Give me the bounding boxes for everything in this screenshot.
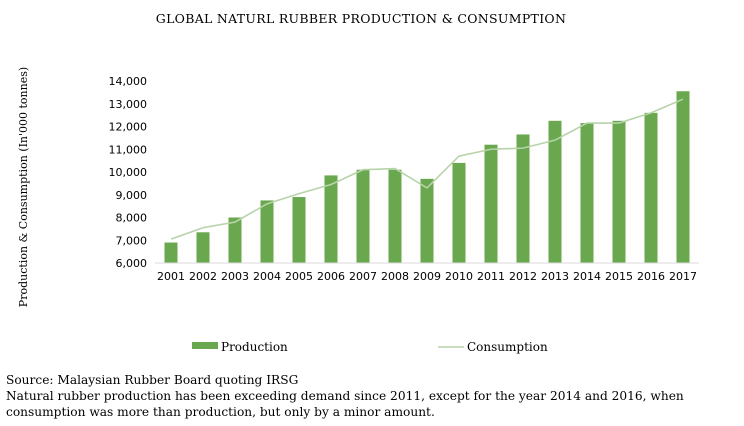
production-bar [548, 120, 562, 263]
x-tick-label: 2002 [189, 270, 217, 283]
x-tick-label: 2004 [253, 270, 281, 283]
y-tick-label: 11,000 [109, 143, 148, 156]
x-tick-label: 2010 [445, 270, 473, 283]
production-bars [164, 91, 690, 264]
production-bar [388, 169, 402, 263]
production-bar [420, 178, 434, 263]
y-tick-label: 9,000 [116, 189, 148, 202]
production-bar [196, 232, 210, 263]
y-axis-label: Production & Consumption (In'000 tonnes) [17, 67, 30, 307]
production-bar [164, 242, 178, 263]
x-tick-label: 2006 [317, 270, 345, 283]
production-bar [644, 112, 658, 263]
x-tick-label: 2007 [349, 270, 377, 283]
legend: Production Consumption [192, 340, 548, 354]
production-bar [516, 134, 530, 263]
legend-production-label: Production [221, 340, 288, 354]
x-tick-label: 2013 [541, 270, 569, 283]
legend-consumption-label: Consumption [467, 340, 548, 354]
x-tick-label: 2015 [605, 270, 633, 283]
production-bar [612, 120, 626, 263]
production-bar [484, 144, 498, 263]
production-bar [452, 162, 466, 263]
notes: Source: Malaysian Rubber Board quoting I… [6, 372, 742, 420]
production-bar [260, 200, 274, 263]
production-bar [292, 197, 306, 263]
chart: GLOBAL NATURL RUBBER PRODUCTION & CONSUM… [17, 11, 699, 354]
x-tick-label: 2011 [477, 270, 505, 283]
x-tick-label: 2009 [413, 270, 441, 283]
consumption-line [170, 98, 684, 240]
y-tick-label: 7,000 [116, 234, 148, 247]
y-tick-label: 8,000 [116, 212, 148, 225]
x-tick-label: 2014 [573, 270, 601, 283]
production-bar [676, 91, 690, 263]
production-bar [580, 123, 594, 264]
chart-title: GLOBAL NATURL RUBBER PRODUCTION & CONSUM… [156, 11, 566, 26]
y-tick-label: 12,000 [109, 121, 148, 134]
production-bar [356, 169, 370, 263]
x-tick-label: 2016 [637, 270, 665, 283]
y-axis-ticks: 6,000 7,000 8,000 9,000 10,000 11,000 12,000 13… [109, 75, 148, 270]
x-axis-ticks: 2001 2002 2003 2004 2005 2006 2007 2008 2009 2010… [157, 270, 697, 283]
source-text: Source: Malaysian Rubber Board quoting I… [6, 373, 299, 387]
y-tick-label: 13,000 [109, 98, 148, 111]
y-tick-label: 6,000 [116, 257, 148, 270]
y-tick-label: 14,000 [109, 75, 148, 88]
x-tick-label: 2005 [285, 270, 313, 283]
production-bar [324, 175, 338, 263]
legend-production-swatch [192, 342, 218, 349]
x-tick-label: 2017 [669, 270, 697, 283]
caption-text: Natural rubber production has been excee… [6, 389, 684, 419]
x-tick-label: 2001 [157, 270, 185, 283]
production-bar [228, 217, 242, 263]
x-tick-label: 2003 [221, 270, 249, 283]
y-tick-label: 10,000 [109, 166, 148, 179]
x-tick-label: 2008 [381, 270, 409, 283]
x-tick-label: 2012 [509, 270, 537, 283]
